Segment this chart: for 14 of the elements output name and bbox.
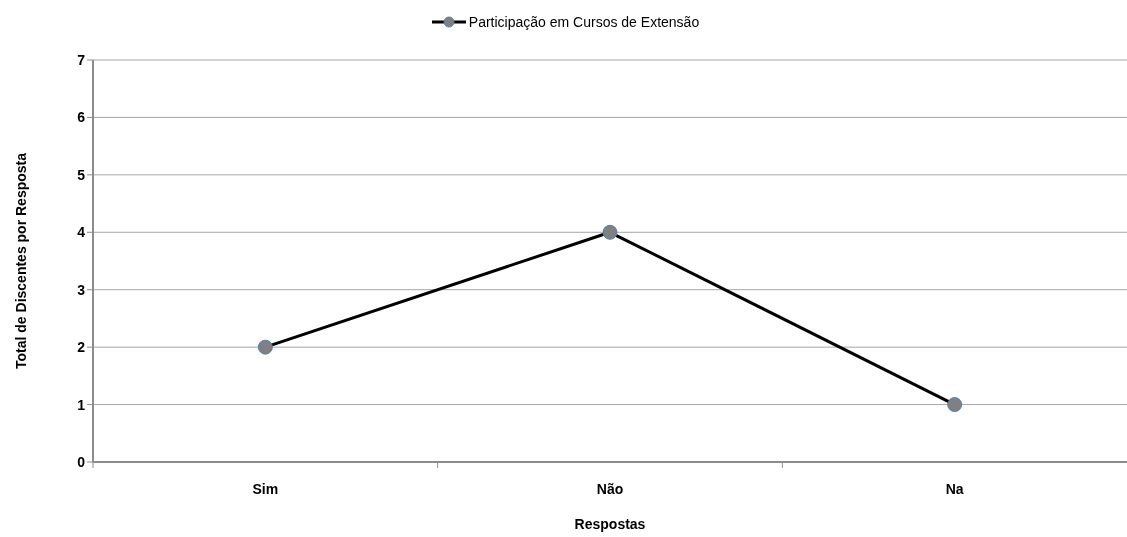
x-tick-label: Na xyxy=(945,481,964,497)
y-tick-label: 7 xyxy=(77,51,86,68)
y-tick-label: 3 xyxy=(77,281,86,298)
y-tick-label: 1 xyxy=(77,396,86,413)
legend-label: Participação em Cursos de Extensão xyxy=(468,13,700,32)
x-tick-label: Não xyxy=(596,481,624,497)
y-tick-label: 6 xyxy=(77,109,86,126)
y-tick-label: 5 xyxy=(77,166,86,183)
y-tick-label: 4 xyxy=(77,224,86,241)
y-tick-label: 2 xyxy=(77,339,86,356)
y-tick-label: 0 xyxy=(77,453,86,470)
x-tick-label: Sim xyxy=(252,481,279,497)
x-axis-title: Respostas xyxy=(574,516,646,532)
y-axis-title: Total de Discentes por Resposta xyxy=(12,152,29,370)
